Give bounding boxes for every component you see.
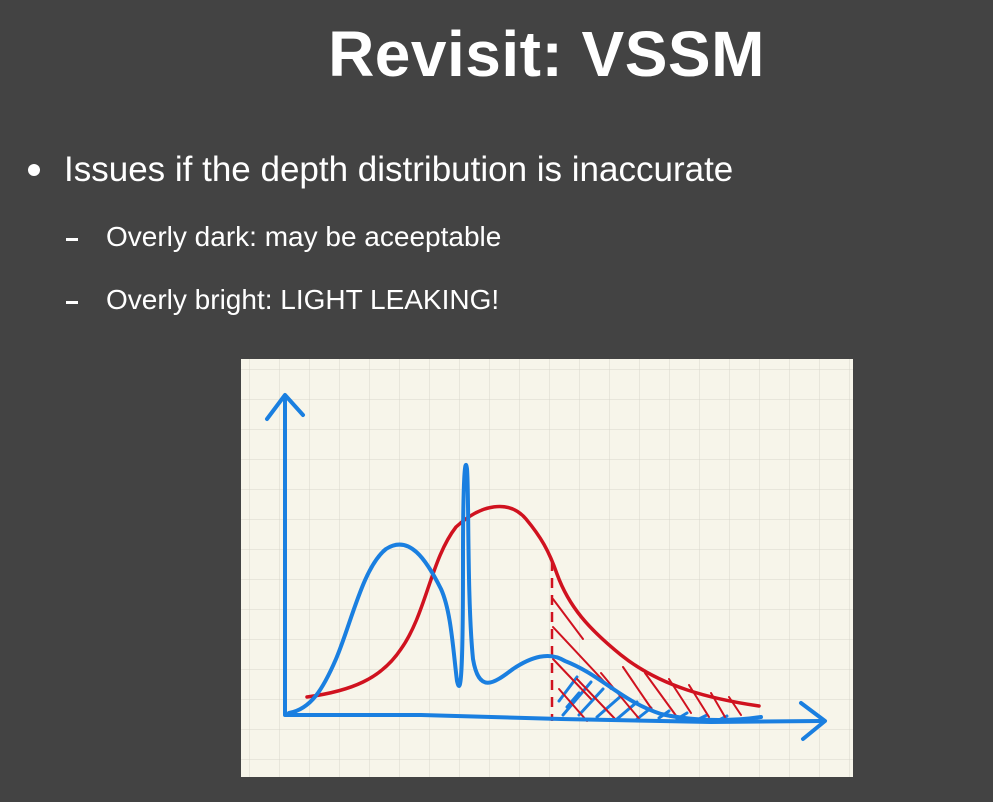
sub-bullet-item: Overly dark: may be aceeptable	[66, 219, 501, 255]
x-axis-arrow-icon	[799, 701, 827, 741]
slide-title: Revisit: VSSM	[328, 18, 765, 90]
bullet-dot-icon	[28, 164, 40, 176]
sub-bullet-text: Overly dark: may be aceeptable	[106, 221, 502, 252]
sub-bullet-item: Overly bright: LIGHT LEAKING!	[66, 282, 499, 318]
dash-icon	[66, 300, 78, 304]
x-axis	[283, 713, 823, 725]
y-axis-arrow-icon	[265, 393, 305, 421]
grid-paper	[241, 359, 853, 777]
sketch-svg	[241, 359, 853, 777]
sub-bullet-text: Overly bright: LIGHT LEAKING!	[106, 284, 500, 315]
bullet-text: Issues if the depth distribution is inac…	[64, 150, 734, 189]
depth-distribution-sketch	[241, 359, 853, 777]
dash-icon	[66, 237, 78, 241]
red-distribution-curve	[305, 504, 761, 708]
blue-distribution-curve	[287, 462, 763, 722]
bullet-item: Issues if the depth distribution is inac…	[24, 148, 733, 192]
